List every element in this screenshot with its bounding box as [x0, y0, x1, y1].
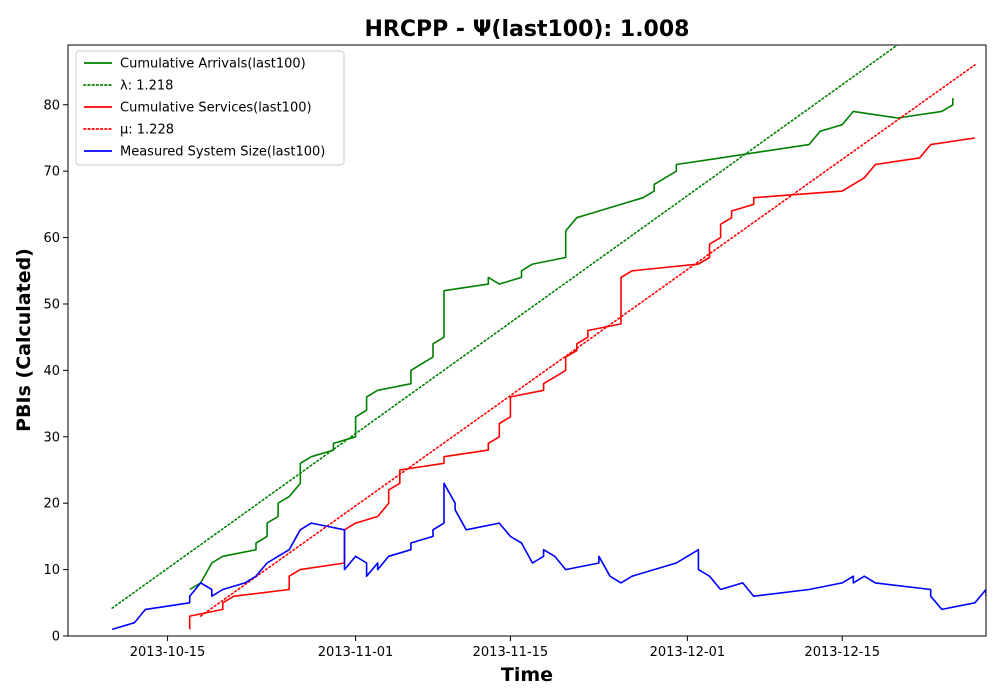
y-tick-label: 60: [43, 231, 60, 246]
series-line-cumulative-arrivals-last100: [189, 98, 954, 591]
plot-lines: [111, 45, 986, 631]
y-tick-label: 0: [52, 630, 60, 645]
series-line-1-228: [199, 64, 976, 617]
y-tick-label: 10: [43, 563, 60, 578]
x-tick-label: 2013-12-15: [804, 645, 880, 660]
legend-box: [75, 50, 345, 166]
y-tick-label: 50: [43, 297, 60, 312]
y-ticks: 0 10 20 30 40 50 60 70 80: [43, 98, 68, 645]
y-tick-label: 70: [43, 165, 60, 180]
x-tick-label: 2013-12-01: [650, 645, 726, 660]
series-line-1-218: [111, 45, 899, 609]
series-line-cumulative-services-last100: [188, 137, 976, 630]
y-tick-label: 40: [43, 364, 60, 379]
y-axis-label: PBIs (Calculated): [13, 248, 35, 432]
x-tick-label: 2013-10-15: [130, 645, 206, 660]
legend-label: μ: 1.228: [120, 123, 174, 138]
y-tick-label: 80: [43, 98, 60, 113]
plot-frame: [67, 44, 987, 637]
legend-label: Cumulative Services(last100): [120, 101, 312, 116]
series-line-measured-system-size-last100: [111, 482, 986, 631]
chart-title: HRCPP - Ψ(last100): 1.008: [365, 17, 690, 42]
legend-label: λ: 1.218: [120, 79, 173, 94]
y-tick-label: 20: [43, 497, 60, 512]
legend: Cumulative Arrivals(last100) λ: 1.218 Cumu…: [75, 50, 345, 166]
x-axis-label: Time: [501, 664, 553, 686]
legend-label: Cumulative Arrivals(last100): [120, 57, 306, 72]
x-tick-label: 2013-11-01: [318, 645, 394, 660]
x-ticks: 2013-10-15 2013-11-01 2013-11-15 2013-12-01…: [130, 636, 880, 660]
x-tick-label: 2013-11-15: [473, 645, 549, 660]
legend-label: Measured System Size(last100): [120, 145, 325, 160]
y-tick-label: 30: [43, 430, 60, 445]
